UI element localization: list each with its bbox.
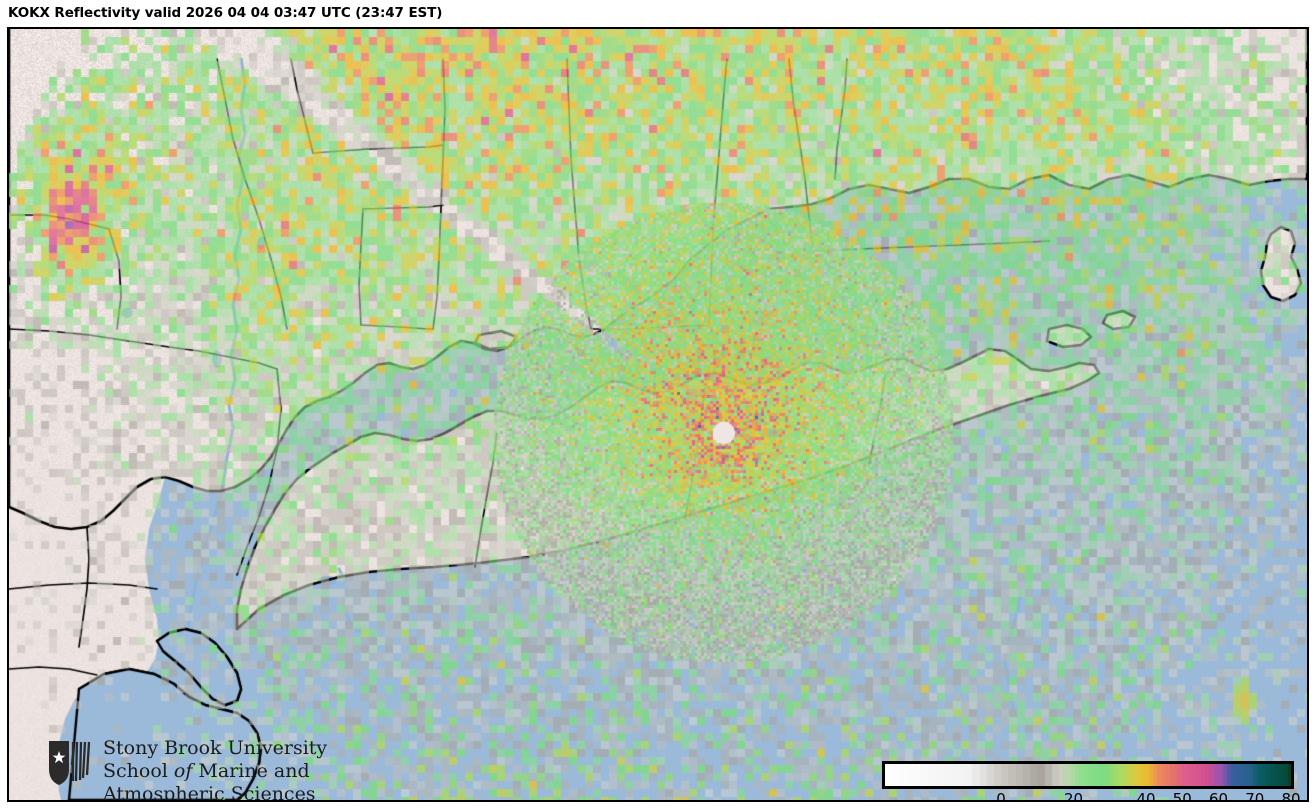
colorbar-tick-50: 50 bbox=[1172, 790, 1192, 802]
radar-map-frame[interactable]: Stony Brook University School of Marine … bbox=[7, 27, 1309, 802]
title-text: KOKX Reflectivity valid 2026 04 04 03:47… bbox=[8, 5, 443, 21]
colorbar-tick-0: 0 bbox=[996, 790, 1006, 802]
colorbar-tick-70: 70 bbox=[1245, 790, 1265, 802]
colorbar-gradient-bar[interactable] bbox=[882, 761, 1294, 789]
colorbar-tick-40: 40 bbox=[1136, 790, 1156, 802]
reflectivity-colorbar[interactable]: 0 20 40 50 60 70 80 bbox=[875, 754, 1301, 802]
colorbar-canvas bbox=[885, 764, 1291, 786]
colorbar-tick-labels: 0 20 40 50 60 70 80 bbox=[875, 790, 1301, 802]
colorbar-tick-20: 20 bbox=[1063, 790, 1084, 802]
page-title: KOKX Reflectivity valid 2026 04 04 03:47… bbox=[8, 2, 442, 24]
map-canvas-wrap[interactable] bbox=[9, 29, 1307, 800]
reflectivity-overlay-canvas bbox=[9, 29, 1307, 800]
colorbar-tick-80: 80 bbox=[1281, 790, 1301, 802]
colorbar-tick-60: 60 bbox=[1208, 790, 1229, 802]
